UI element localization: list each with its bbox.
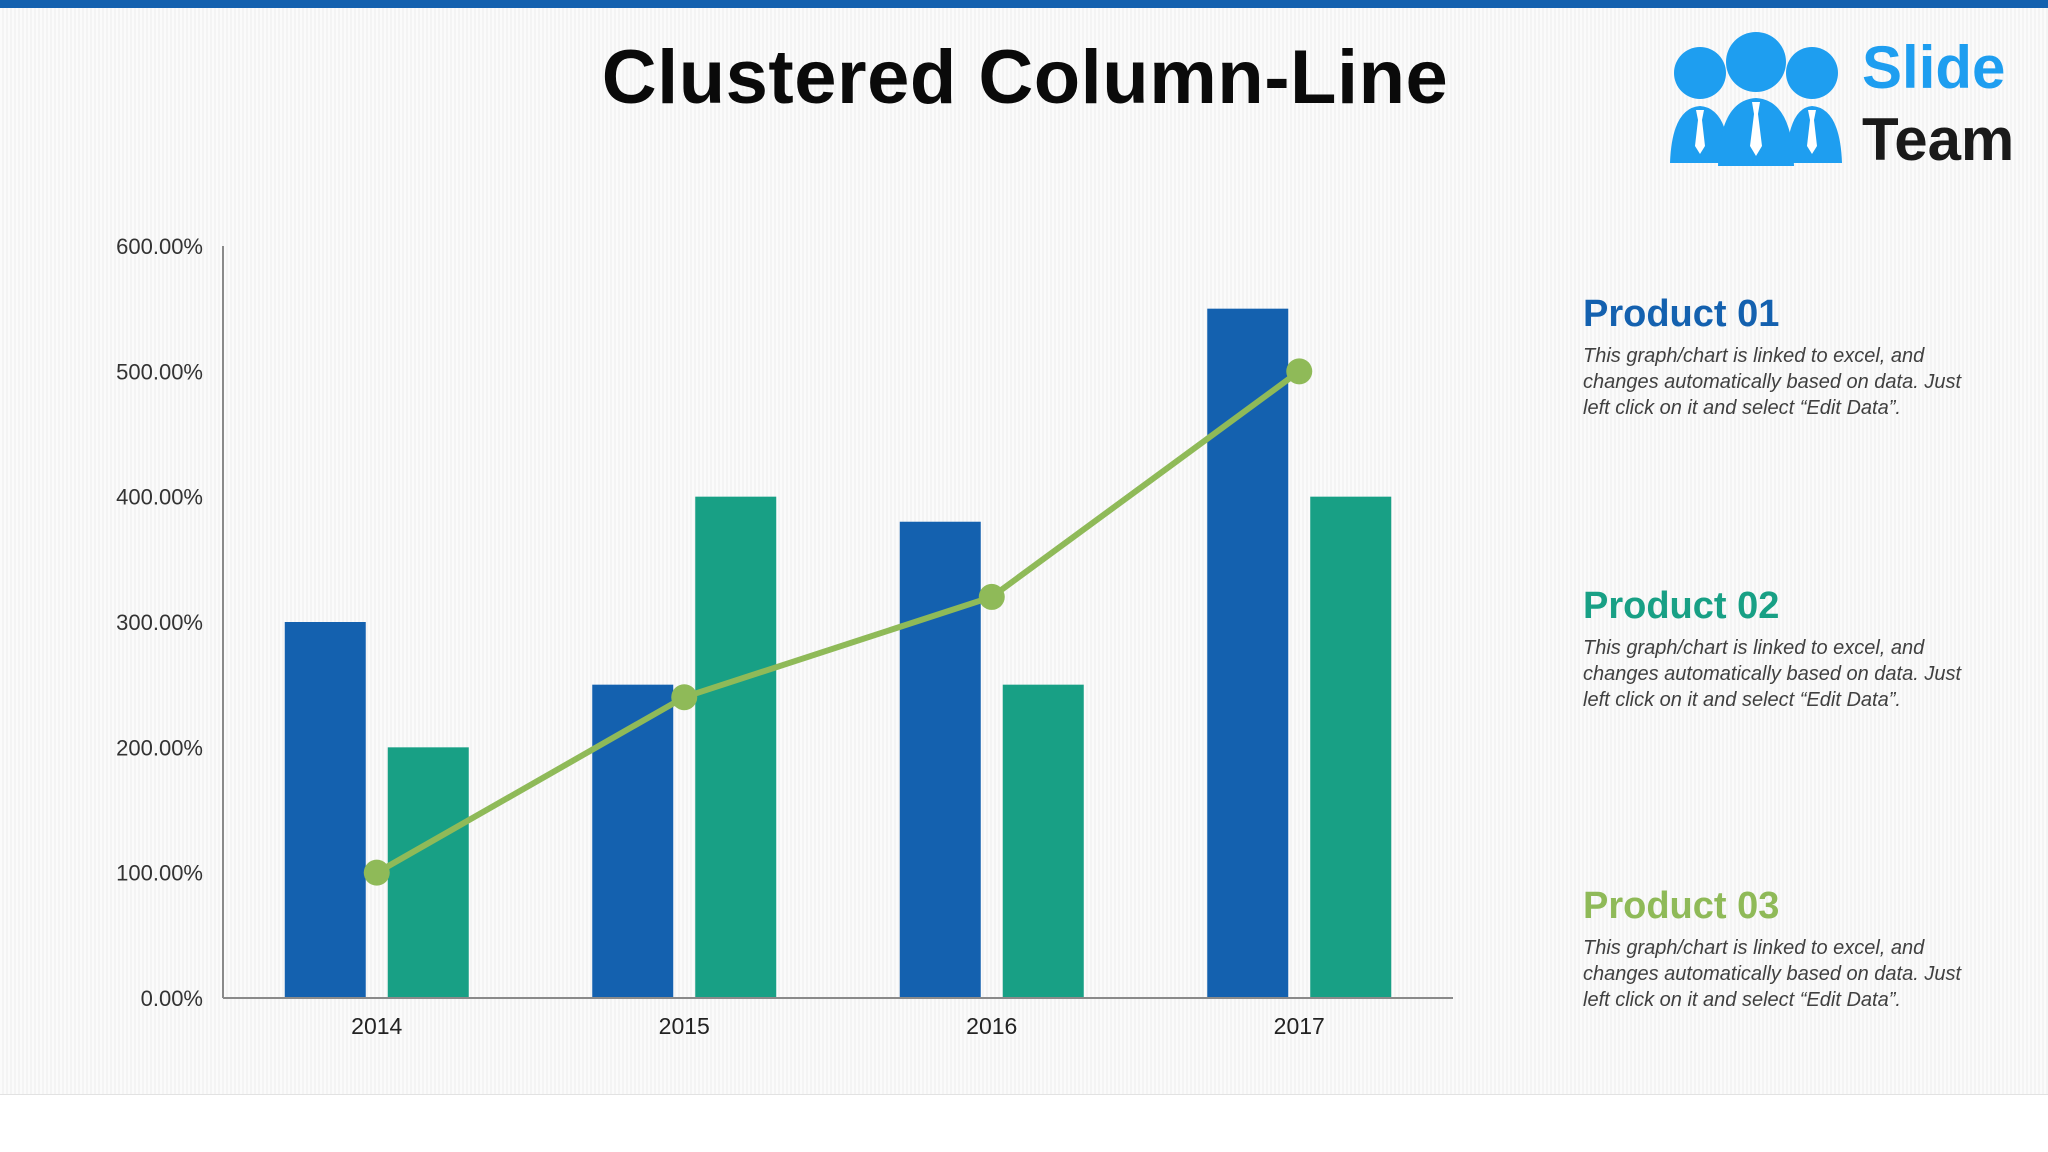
y-tick-label: 300.00% <box>116 610 203 635</box>
line-product-03 <box>375 368 1302 876</box>
y-tick-label: 600.00% <box>116 234 203 259</box>
legend-title-product-03: Product 03 <box>1583 885 1780 927</box>
x-tick-label: 2015 <box>659 1013 710 1039</box>
x-tick-label: 2016 <box>966 1013 1017 1039</box>
legend-description-product-02: This graph/chart is linked to excel, and… <box>1583 637 1962 711</box>
y-tick-label: 200.00% <box>116 735 203 760</box>
line-point-2015 <box>671 684 698 711</box>
y-tick-label: 0.00% <box>141 986 203 1011</box>
bar-product-01-2017 <box>1207 308 1289 999</box>
bar-product-01-2014 <box>284 622 366 998</box>
clustered-column-line-chart: 0.00% 100.00% 200.00% 300.00% 400.00% 500.00%… <box>116 234 1453 1039</box>
bar-product-01-2016 <box>899 521 981 998</box>
bar-product-01-2015 <box>592 684 674 998</box>
bar-product-02-2015 <box>695 496 777 998</box>
bar-product-02-2017 <box>1310 496 1392 998</box>
team-people-icon <box>1670 32 1842 166</box>
legend-title-product-01: Product 01 <box>1583 293 1780 335</box>
legend-description-product-03: This graph/chart is linked to excel, and… <box>1583 937 1962 1011</box>
x-tick-label: 2017 <box>1274 1013 1325 1039</box>
y-tick-label: 500.00% <box>116 359 203 384</box>
slide-title: Clustered Column-Line <box>601 35 1449 120</box>
bar-product-02-2016 <box>1002 684 1084 998</box>
legend-item-product-03: Product 03 This graph/chart is linked to… <box>1583 887 1963 1013</box>
top-accent-bar <box>0 0 2048 8</box>
logo-word-team: Team <box>1862 106 2015 173</box>
legend-description-product-01: This graph/chart is linked to excel, and… <box>1583 345 1962 419</box>
x-tick-label: 2014 <box>351 1013 402 1039</box>
line-point-2014 <box>363 859 390 886</box>
line-point-2016 <box>978 583 1005 610</box>
legend-item-product-01: Product 01 This graph/chart is linked to… <box>1583 295 1963 421</box>
y-tick-label: 400.00% <box>116 485 203 510</box>
legend-item-product-02: Product 02 This graph/chart is linked to… <box>1583 587 1963 713</box>
slideteam-logo: Slide Team <box>1660 28 2020 173</box>
legend-title-product-02: Product 02 <box>1583 585 1780 627</box>
slide-background: Clustered Column-Line Slide Team 0.00% 10… <box>0 0 2048 1095</box>
y-tick-label: 100.00% <box>116 861 203 886</box>
logo-word-slide: Slide <box>1862 34 2006 101</box>
line-point-2017 <box>1286 358 1313 385</box>
bar-product-02-2014 <box>387 747 469 998</box>
